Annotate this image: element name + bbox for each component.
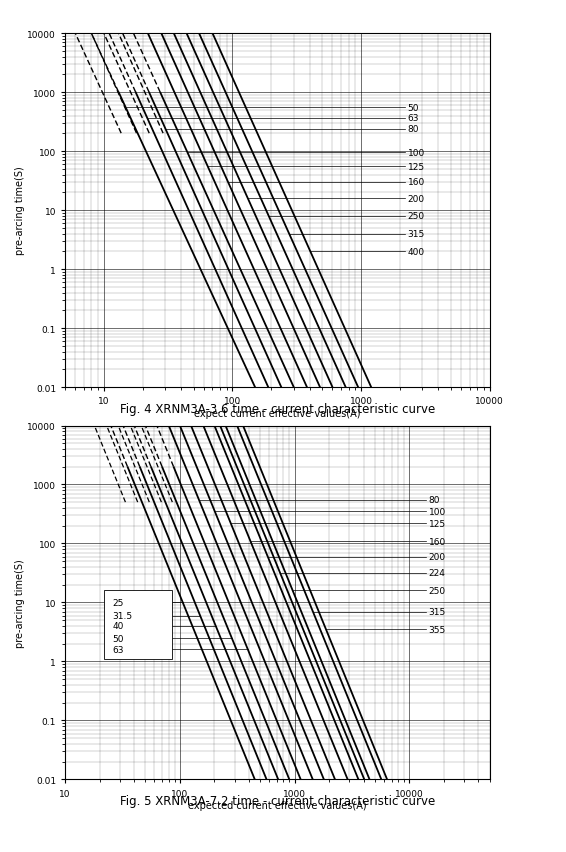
Text: 63: 63 — [408, 114, 419, 123]
Text: 80: 80 — [428, 496, 440, 504]
Text: 200: 200 — [428, 552, 445, 561]
Text: 400: 400 — [408, 248, 425, 256]
Polygon shape — [104, 590, 171, 659]
Text: 315: 315 — [428, 607, 446, 616]
Text: 25: 25 — [113, 598, 124, 607]
Text: 224: 224 — [428, 568, 445, 578]
Text: 50: 50 — [113, 634, 124, 642]
Text: 125: 125 — [408, 163, 425, 172]
Text: Fig. 4 XRNM3A-3.6 time - current characteristic curve: Fig. 4 XRNM3A-3.6 time - current charact… — [120, 402, 435, 415]
Text: Fig. 5 XRNM3A-7.2 time - current characteristic curve: Fig. 5 XRNM3A-7.2 time - current charact… — [120, 794, 435, 807]
Text: 125: 125 — [428, 519, 445, 528]
Text: 315: 315 — [408, 230, 425, 239]
Text: 31.5: 31.5 — [113, 612, 133, 620]
X-axis label: expected current effective values(A): expected current effective values(A) — [188, 800, 367, 810]
Text: 100: 100 — [428, 507, 446, 516]
Text: 250: 250 — [428, 586, 445, 596]
Text: 100: 100 — [408, 149, 425, 158]
Text: 50: 50 — [408, 104, 419, 112]
Text: 160: 160 — [408, 178, 425, 187]
Text: 63: 63 — [113, 645, 124, 654]
Y-axis label: pre-arcing time(S): pre-arcing time(S) — [15, 558, 24, 648]
Text: 355: 355 — [428, 625, 446, 634]
Text: 40: 40 — [113, 622, 124, 630]
Text: 160: 160 — [428, 537, 446, 546]
Text: 80: 80 — [408, 125, 419, 134]
X-axis label: expect current effective values(A): expect current effective values(A) — [194, 408, 361, 418]
Y-axis label: pre-arcing time(S): pre-arcing time(S) — [15, 166, 24, 256]
Text: 200: 200 — [408, 194, 425, 204]
Text: 250: 250 — [408, 212, 425, 221]
